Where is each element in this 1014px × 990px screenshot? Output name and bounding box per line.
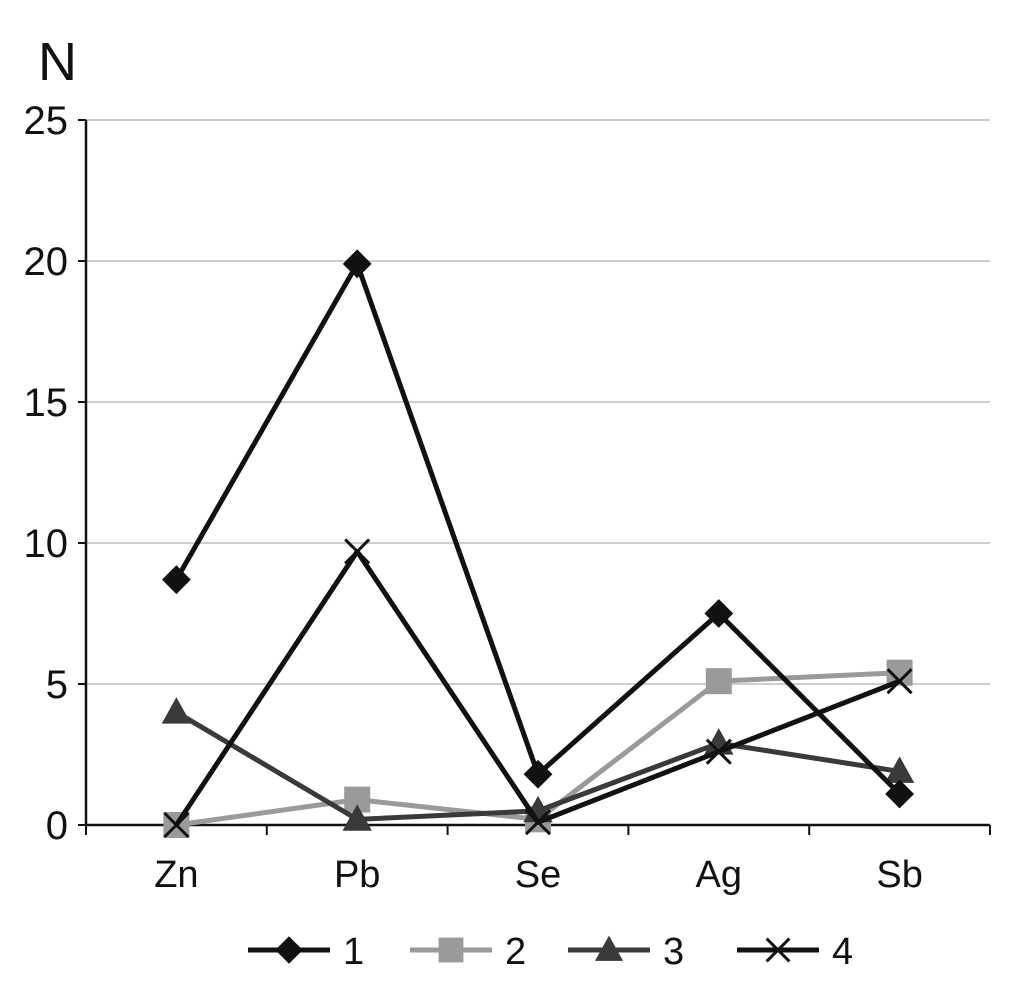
data-point-x <box>765 937 791 963</box>
legend: 1 2 3 4 <box>248 931 853 973</box>
data-point-triangle <box>342 804 372 831</box>
legend-label: 1 <box>343 931 364 973</box>
series-lines <box>161 249 915 839</box>
y-tick-label: 10 <box>24 522 69 566</box>
data-point-triangle <box>594 935 624 961</box>
legend-item-1: 1 <box>248 931 364 973</box>
y-tick-label: 20 <box>24 240 69 284</box>
y-tick-label: 15 <box>24 381 69 425</box>
data-point-diamond <box>704 599 734 628</box>
y-tick-label: 0 <box>46 804 68 848</box>
y-axis-title: N <box>38 32 77 92</box>
data-point-x <box>886 668 913 695</box>
legend-label: 2 <box>505 931 526 973</box>
x-tick-label: Ag <box>696 854 742 896</box>
y-tick-label: 5 <box>46 663 68 707</box>
series-4 <box>163 538 913 839</box>
x-marker-stroke <box>705 738 732 765</box>
x-tick-label: Sb <box>876 854 922 896</box>
x-tick-labels: Zn Pb Se Ag Sb <box>154 854 923 896</box>
data-point-diamond <box>342 249 372 279</box>
x-marker-stroke <box>163 811 190 839</box>
legend-item-3: 3 <box>568 931 684 973</box>
x-marker-stroke <box>524 809 552 836</box>
data-point-triangle <box>161 697 192 724</box>
x-tick-label: Zn <box>154 854 198 896</box>
y-tick-label: 25 <box>24 99 69 143</box>
data-point-diamond <box>523 759 553 789</box>
legend-label: 3 <box>663 931 684 973</box>
x-marker-stroke <box>886 668 913 695</box>
x-tick-label: Se <box>515 854 561 896</box>
data-point-square <box>438 937 464 963</box>
data-point-diamond <box>885 779 915 809</box>
data-point-x <box>705 738 732 765</box>
data-point-x <box>163 811 190 839</box>
data-point-square <box>705 668 732 695</box>
axes <box>78 119 991 835</box>
data-point-x <box>344 538 371 565</box>
x-marker-stroke <box>344 538 371 565</box>
x-marker-stroke <box>765 937 791 963</box>
legend-item-4: 4 <box>737 931 853 973</box>
x-tick-label: Pb <box>334 854 380 896</box>
series-line <box>174 261 902 796</box>
gridlines <box>86 119 990 685</box>
data-point-x <box>524 809 552 836</box>
data-point-diamond <box>275 936 303 964</box>
y-tick-labels: 0 5 10 15 20 25 <box>24 99 69 848</box>
legend-item-2: 2 <box>410 931 526 973</box>
data-point-diamond <box>161 565 191 595</box>
legend-label: 4 <box>832 931 853 973</box>
series-1 <box>161 249 915 809</box>
